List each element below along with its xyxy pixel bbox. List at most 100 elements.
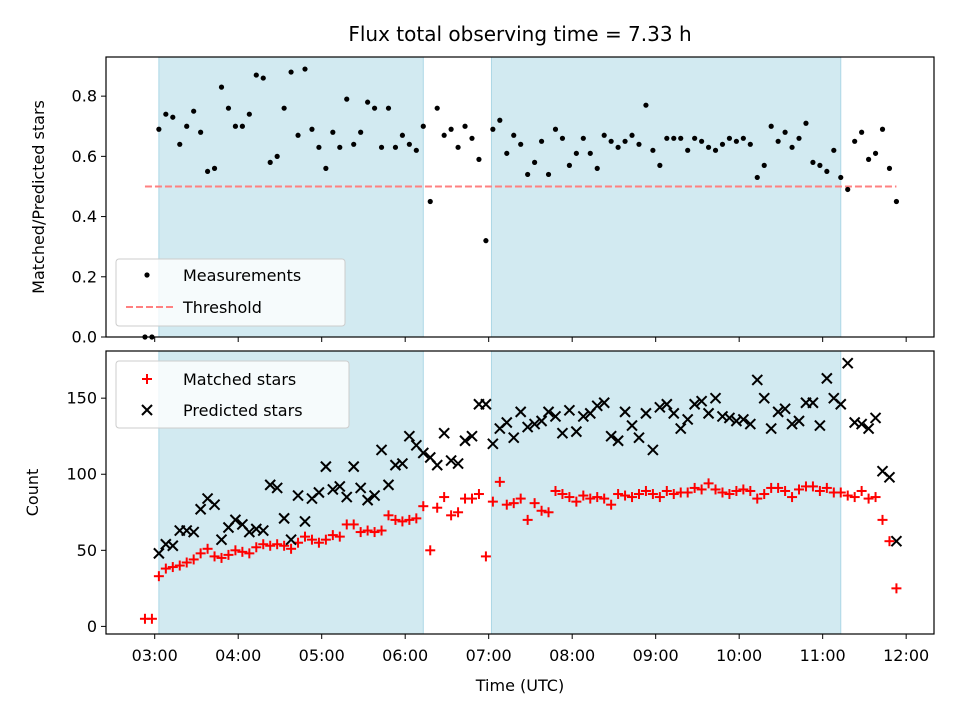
matched-stars-point	[856, 485, 867, 496]
matched-stars-point	[453, 507, 464, 518]
measurement-point	[191, 108, 197, 114]
x-tick-label: 04:00	[215, 646, 261, 665]
predicted-stars-point	[549, 410, 562, 423]
matched-stars-point	[258, 539, 269, 550]
matched-stars-point	[494, 476, 505, 487]
measurement-point	[643, 102, 649, 108]
predicted-stars-point	[772, 406, 784, 418]
measurement-point	[615, 144, 621, 150]
measurement-point	[608, 138, 614, 144]
measurement-point	[455, 144, 461, 150]
x-tick-label: 09:00	[633, 646, 679, 665]
measurement-point	[754, 174, 760, 181]
measurement-point	[712, 147, 719, 153]
matched-stars-point	[216, 552, 227, 563]
matched-stars-point	[620, 490, 631, 501]
predicted-stars-point	[779, 403, 791, 415]
measurement-point	[872, 150, 879, 156]
matched-stars-point	[487, 496, 498, 507]
predicted-stars-point	[264, 479, 276, 491]
predicted-stars-point	[675, 422, 687, 435]
predicted-stars-point	[855, 418, 868, 430]
predicted-stars-point	[835, 398, 847, 410]
measurement-point	[198, 129, 204, 135]
measurement-point	[685, 147, 691, 153]
matched-stars-point	[724, 489, 735, 500]
matched-stars-point	[244, 548, 255, 559]
x-tick-label: 05:00	[299, 646, 345, 665]
top-y-ticks: 0.0 0.2 0.4 0.6 0.8	[72, 87, 106, 347]
predicted-stars-point	[396, 457, 409, 470]
predicted-stars-point	[723, 412, 736, 424]
measurement-point	[671, 135, 677, 141]
matched-stars-point	[599, 493, 610, 504]
x-tick-label: 06:00	[382, 646, 428, 665]
matched-stars-point	[425, 545, 436, 556]
measurement-point	[441, 132, 447, 138]
predicted-stars-point	[695, 395, 708, 407]
measurement-point	[156, 126, 162, 132]
legend-plus-glyph	[142, 374, 152, 384]
top-axes-frame	[105, 56, 935, 338]
predicted-stars-point	[167, 540, 179, 552]
x-tick-label: 10:00	[716, 646, 762, 665]
predicted-stars-point	[194, 503, 207, 515]
matched-stars-point	[320, 534, 331, 545]
measurement-point	[865, 156, 872, 162]
predicted-stars-point	[744, 418, 757, 430]
matched-stars-point	[884, 536, 895, 547]
measurement-point	[469, 135, 475, 141]
predicted-stars-point	[605, 430, 617, 442]
ratio-panel: 0.0 0.2 0.4 0.6 0.8 Flux total observing tim…	[29, 22, 935, 347]
x-tick-label: 12:00	[883, 646, 929, 665]
measurement-point	[664, 135, 670, 141]
predicted-stars-point	[417, 447, 429, 459]
matched-stars-point	[362, 525, 373, 536]
top-legend: Measurements Threshold	[115, 258, 346, 327]
measurement-point	[462, 123, 468, 129]
matched-stars-point	[348, 519, 359, 530]
matched-stars-point	[501, 499, 512, 510]
matched-stars-point	[369, 527, 380, 538]
matched-stars-point	[557, 489, 568, 500]
matched-stars-point	[738, 484, 749, 495]
measurement-point	[740, 135, 746, 141]
predicted-stars-point	[821, 372, 833, 385]
top-y-tick-label: 0.0	[72, 328, 97, 347]
legend-marker-measurements	[144, 272, 150, 278]
matched-stars-point	[633, 489, 644, 500]
bottom-y-axis-label: Count	[23, 469, 42, 517]
measurement-point	[204, 168, 211, 175]
measurement-point	[726, 135, 733, 141]
predicted-stars-point	[862, 422, 875, 435]
predicted-stars-point	[793, 415, 805, 427]
measurement-point	[817, 162, 823, 168]
matched-stars-point	[188, 554, 199, 565]
measurement-point	[232, 123, 239, 129]
measurement-point	[580, 135, 586, 141]
predicted-stars-point	[765, 422, 777, 435]
measurement-point	[448, 126, 454, 132]
measurement-point	[573, 150, 579, 156]
matched-stars-point	[849, 492, 860, 503]
matched-stars-point	[383, 510, 394, 521]
matched-stars-point	[807, 481, 818, 492]
predicted-stars-point	[208, 498, 221, 511]
measurement-point	[163, 111, 169, 117]
bottom-y-tick-label: 150	[66, 389, 97, 408]
matched-stars-point	[640, 485, 651, 496]
predicted-stars-point	[271, 482, 283, 494]
measurement-point	[838, 174, 844, 181]
matched-stars-point	[703, 478, 714, 489]
measurement-point	[532, 159, 538, 165]
predicted-stars-point	[382, 479, 395, 491]
measurement-point	[552, 126, 559, 132]
measurement-point	[705, 144, 712, 150]
measurement-point	[768, 123, 774, 129]
measurement-point	[385, 105, 392, 111]
measurement-point	[504, 150, 510, 156]
matched-stars-point	[432, 502, 443, 513]
measurement-point	[761, 162, 767, 168]
matched-stars-point	[745, 485, 756, 496]
measurement-point	[538, 138, 545, 144]
